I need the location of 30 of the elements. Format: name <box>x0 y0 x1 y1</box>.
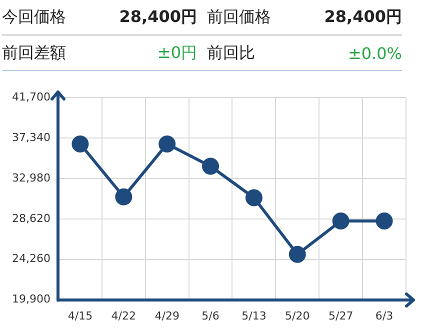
y-tick-label: 37,340 <box>12 130 50 144</box>
x-tick-label: 6/3 <box>375 309 394 322</box>
point <box>376 212 393 230</box>
x-tick-label: 4/15 <box>68 309 93 322</box>
x-tick-label: 5/20 <box>285 309 310 322</box>
x-tick-label: 5/6 <box>202 309 220 322</box>
y-tick-label: 24,260 <box>12 252 50 266</box>
y-tick-label: 32,980 <box>12 171 50 184</box>
point <box>332 212 350 230</box>
point <box>288 246 306 263</box>
point <box>202 158 220 175</box>
x-tick-label: 5/13 <box>242 309 266 322</box>
point <box>115 188 132 206</box>
text: 前回比 <box>207 42 256 64</box>
text: 28,400円 <box>118 6 197 28</box>
x-tick-label: 4/29 <box>154 309 180 322</box>
point <box>72 135 89 152</box>
text: ±0.0% <box>346 44 402 62</box>
y-tick-label: 19,900 <box>12 292 50 306</box>
text: ±0円 <box>156 42 197 64</box>
text: 今回価格 <box>2 6 67 28</box>
y-tick-label: 41,700 <box>12 90 50 104</box>
y-tick-label: 28,620 <box>12 212 50 225</box>
text: 28,400円 <box>323 6 402 28</box>
text: 前回価格 <box>207 6 272 28</box>
point <box>158 135 176 152</box>
x-tick-label: 4/22 <box>111 309 136 322</box>
x-tick-label: 5/27 <box>328 309 354 322</box>
text: 前回差額 <box>2 42 67 64</box>
point <box>245 189 262 206</box>
